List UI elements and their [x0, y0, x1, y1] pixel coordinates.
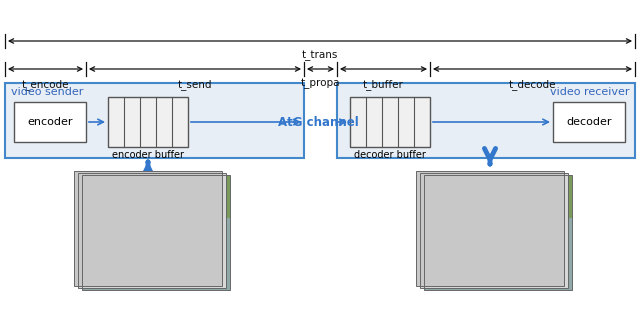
Text: t_trans: t_trans	[302, 51, 338, 61]
Bar	[82, 175, 230, 290]
Bar	[74, 171, 222, 285]
Bar	[108, 97, 188, 147]
Text: t_decode: t_decode	[509, 79, 556, 90]
Bar	[350, 97, 430, 147]
Text: t_send: t_send	[178, 79, 212, 90]
Text: decoder: decoder	[566, 117, 612, 127]
Text: t_buffer: t_buffer	[363, 79, 404, 90]
Bar	[14, 102, 86, 142]
Bar	[424, 175, 572, 290]
Bar	[5, 83, 304, 158]
Bar	[439, 182, 491, 211]
Ellipse shape	[111, 234, 186, 248]
Bar	[82, 175, 230, 290]
Bar	[416, 171, 564, 285]
Text: encoder: encoder	[28, 117, 73, 127]
Bar	[424, 175, 572, 218]
Bar	[337, 83, 635, 158]
Bar	[78, 172, 226, 288]
Text: video receiver: video receiver	[550, 87, 629, 97]
Bar	[78, 172, 226, 288]
Bar	[82, 175, 230, 218]
Text: t_encode: t_encode	[22, 79, 69, 90]
Ellipse shape	[454, 234, 527, 248]
Bar	[97, 182, 148, 211]
Bar	[420, 172, 568, 288]
Bar	[74, 171, 222, 285]
Text: AtG channel: AtG channel	[278, 115, 358, 129]
Bar	[424, 175, 572, 290]
Ellipse shape	[134, 242, 193, 250]
Bar	[553, 102, 625, 142]
Text: decoder buffer: decoder buffer	[354, 150, 426, 160]
Text: t_propa: t_propa	[301, 79, 340, 90]
Bar	[416, 171, 564, 285]
Bar	[420, 172, 568, 288]
Text: encoder buffer: encoder buffer	[112, 150, 184, 160]
Text: video sender: video sender	[11, 87, 83, 97]
Ellipse shape	[476, 242, 535, 250]
